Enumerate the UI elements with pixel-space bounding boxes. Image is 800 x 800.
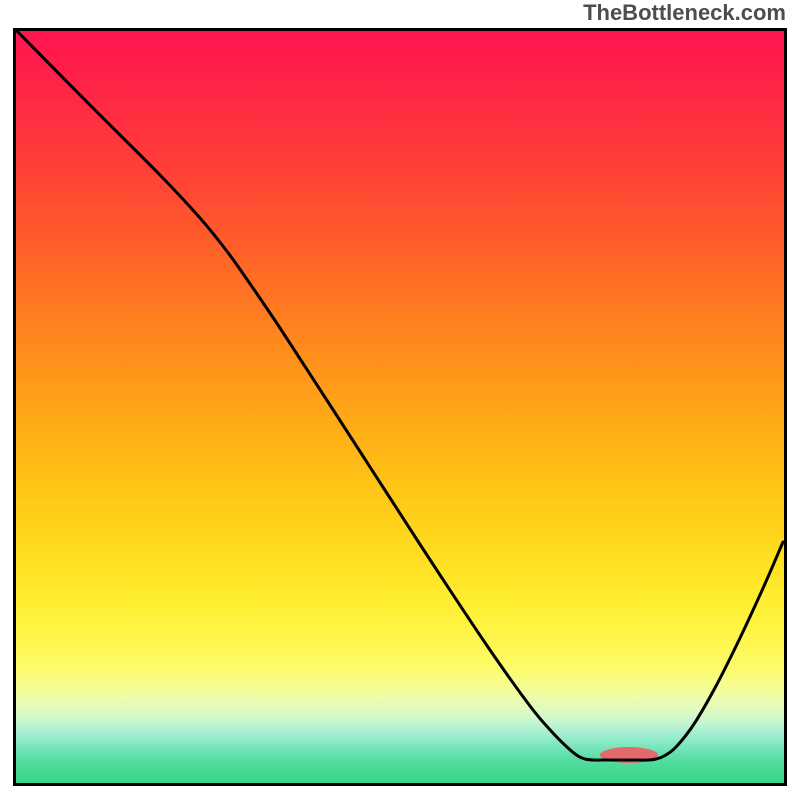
- gradient-background: [16, 31, 784, 783]
- chart-stage: TheBottleneck.com: [0, 0, 800, 800]
- chart-svg: [0, 0, 800, 800]
